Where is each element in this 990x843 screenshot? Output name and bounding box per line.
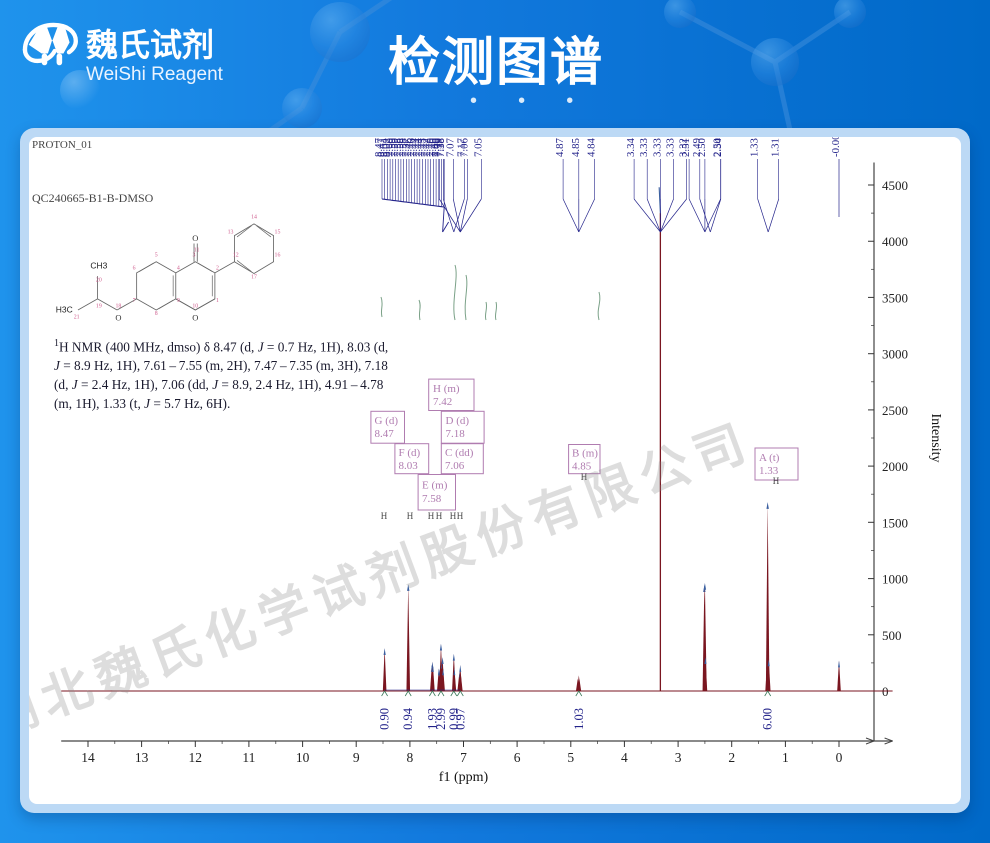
- svg-text:H: H: [407, 511, 414, 521]
- svg-text:16: 16: [275, 253, 281, 259]
- svg-text:11: 11: [194, 247, 200, 253]
- svg-text:1000: 1000: [882, 572, 908, 587]
- svg-text:H: H: [436, 511, 443, 521]
- svg-text:500: 500: [882, 628, 902, 643]
- svg-text:CH3: CH3: [90, 260, 107, 270]
- svg-text:8: 8: [155, 311, 158, 317]
- svg-text:4.87: 4.87: [554, 138, 566, 157]
- svg-text:0.97: 0.97: [453, 708, 467, 730]
- svg-text:0.94: 0.94: [401, 707, 415, 730]
- svg-text:O: O: [115, 312, 121, 322]
- svg-text:3500: 3500: [882, 290, 908, 305]
- svg-text:5: 5: [567, 750, 574, 765]
- svg-text:3: 3: [675, 750, 682, 765]
- svg-text:17: 17: [251, 275, 257, 281]
- svg-text:19: 19: [96, 303, 102, 309]
- svg-text:7: 7: [133, 298, 136, 304]
- svg-text:4: 4: [177, 266, 180, 272]
- svg-text:0.90: 0.90: [378, 708, 392, 730]
- svg-text:2500: 2500: [882, 403, 908, 418]
- svg-text:9: 9: [177, 298, 180, 304]
- svg-text:8.03: 8.03: [399, 460, 419, 472]
- svg-text:3: 3: [193, 253, 196, 259]
- svg-text:H: H: [381, 511, 388, 521]
- svg-text:6: 6: [133, 266, 136, 272]
- svg-text:9: 9: [353, 750, 360, 765]
- svg-text:10: 10: [192, 303, 198, 309]
- svg-text:H3C: H3C: [56, 305, 73, 315]
- svg-text:1.03: 1.03: [572, 708, 586, 730]
- svg-text:10: 10: [296, 750, 310, 765]
- svg-text:6: 6: [514, 750, 521, 765]
- svg-text:1: 1: [216, 298, 219, 304]
- svg-text:E (m): E (m): [422, 480, 448, 492]
- svg-text:3.33: 3.33: [665, 138, 677, 157]
- svg-text:8: 8: [407, 750, 414, 765]
- svg-text:3.33: 3.33: [651, 138, 663, 157]
- svg-text:1.31: 1.31: [770, 138, 782, 157]
- svg-text:14: 14: [81, 750, 95, 765]
- svg-text:A (t): A (t): [759, 452, 780, 464]
- svg-text:20: 20: [96, 277, 102, 283]
- svg-text:f1 (ppm): f1 (ppm): [439, 770, 489, 785]
- svg-text:7: 7: [460, 750, 467, 765]
- svg-text:4000: 4000: [882, 234, 908, 249]
- svg-text:4: 4: [621, 750, 628, 765]
- svg-text:7.58: 7.58: [422, 493, 442, 505]
- svg-text:O: O: [192, 312, 198, 322]
- svg-text:7.06: 7.06: [458, 138, 470, 157]
- svg-text:14: 14: [251, 215, 257, 221]
- svg-text:B (m): B (m): [572, 448, 598, 460]
- svg-text:15: 15: [275, 230, 281, 236]
- svg-text:3000: 3000: [882, 347, 908, 362]
- svg-text:3.34: 3.34: [625, 138, 637, 157]
- svg-text:2.49: 2.49: [691, 138, 703, 157]
- svg-text:4.85: 4.85: [572, 461, 592, 473]
- svg-text:-0.00: -0.00: [830, 137, 842, 157]
- svg-text:2: 2: [728, 750, 735, 765]
- svg-text:0: 0: [836, 750, 843, 765]
- svg-text:18: 18: [115, 303, 121, 309]
- svg-text:WeiShi Reagent: WeiShi Reagent: [86, 64, 224, 85]
- svg-text:2000: 2000: [882, 459, 908, 474]
- svg-text:13: 13: [228, 230, 234, 236]
- svg-text:11: 11: [242, 750, 255, 765]
- svg-text:H: H: [428, 511, 435, 521]
- svg-text:QC240665-B1-B-DMSO: QC240665-B1-B-DMSO: [32, 191, 154, 205]
- svg-text:5: 5: [155, 253, 158, 259]
- svg-text:4.85: 4.85: [570, 138, 582, 157]
- svg-text:1.33: 1.33: [749, 138, 761, 157]
- svg-text:H: H: [457, 511, 464, 521]
- svg-text:13: 13: [135, 750, 149, 765]
- svg-text:H: H: [581, 472, 588, 482]
- svg-text:7.05: 7.05: [472, 138, 484, 157]
- svg-text:4.84: 4.84: [586, 138, 598, 157]
- svg-text:3.33: 3.33: [638, 138, 650, 157]
- svg-text:2: 2: [216, 266, 219, 272]
- svg-text:7.08: 7.08: [430, 138, 442, 157]
- svg-text:21: 21: [74, 314, 80, 320]
- svg-text:7.06: 7.06: [445, 460, 465, 472]
- svg-text:F (d): F (d): [399, 447, 421, 459]
- svg-text:O: O: [192, 233, 198, 243]
- svg-text:12: 12: [189, 750, 203, 765]
- svg-text:魏氏试剂: 魏氏试剂: [86, 27, 214, 63]
- svg-text:H: H: [450, 511, 457, 521]
- svg-text:7.07: 7.07: [444, 138, 456, 157]
- svg-text:PROTON_01: PROTON_01: [32, 139, 92, 151]
- svg-text:1500: 1500: [882, 515, 908, 530]
- svg-text:12: 12: [233, 253, 239, 259]
- svg-text:1: 1: [782, 750, 789, 765]
- svg-text:2.34: 2.34: [712, 138, 724, 157]
- svg-text:C (dd): C (dd): [445, 447, 474, 459]
- svg-text:H: H: [773, 476, 780, 486]
- svg-text:4500: 4500: [882, 178, 908, 193]
- svg-text:6.00: 6.00: [761, 708, 775, 730]
- svg-text:Intensity: Intensity: [928, 414, 941, 463]
